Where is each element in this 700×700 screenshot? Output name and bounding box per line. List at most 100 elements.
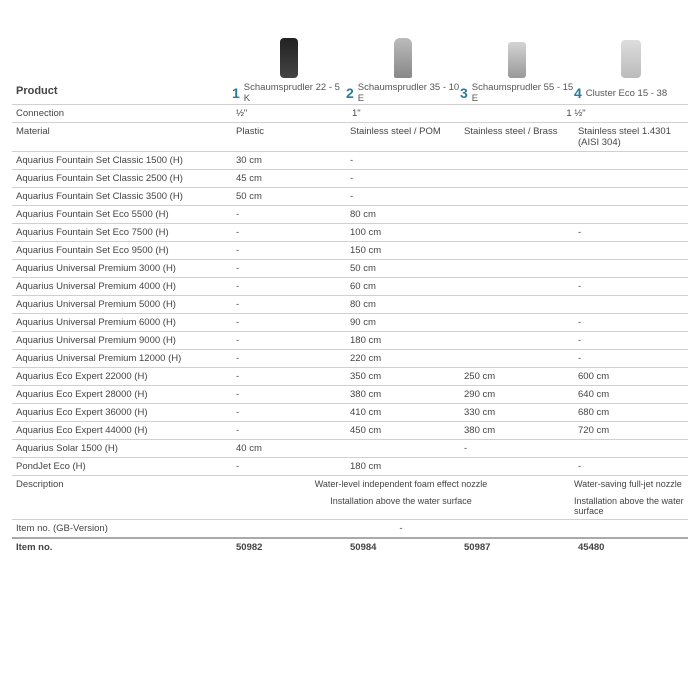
row-cell [460,242,574,259]
table-row: PondJet Eco (H)-180 cm- [12,458,688,476]
row-cell: 640 cm [574,386,688,403]
row-label: Aquarius Eco Expert 22000 (H) [12,368,232,385]
item-gb-label: Item no. (GB-Version) [12,520,232,537]
row-label: Aquarius Universal Premium 5000 (H) [12,296,232,313]
row-cell: - [346,152,460,169]
row-cell: 380 cm [460,422,574,439]
row-cell: 450 cm [346,422,460,439]
row-cell: 90 cm [346,314,460,331]
table-row: Aquarius Fountain Set Eco 7500 (H)-100 c… [12,224,688,242]
row-cell [574,152,688,169]
row-cell [460,278,574,295]
row-label: Aquarius Fountain Set Eco 9500 (H) [12,242,232,259]
row-cell [574,260,688,277]
table-row: Aquarius Fountain Set Classic 2500 (H)45… [12,170,688,188]
row-label: Aquarius Fountain Set Eco 7500 (H) [12,224,232,241]
row-cell: 290 cm [460,386,574,403]
connection-row: Connection ½" 1" 1 ½" [12,105,688,123]
item-gb-value: - [232,520,570,537]
table-row: Aquarius Fountain Set Classic 1500 (H)30… [12,152,688,170]
row-label: Aquarius Universal Premium 9000 (H) [12,332,232,349]
product-header-2: 2Schaumsprudler 35 - 10 E [346,82,460,104]
table-row: Aquarius Eco Expert 36000 (H)-410 cm330 … [12,404,688,422]
row-cell [574,440,688,457]
row-cell [460,350,574,367]
material-4: Stainless steel 1.4301 (AISI 304) [574,123,688,151]
row-cell: 40 cm [232,440,346,457]
row-cell: - [574,224,688,241]
item-no-2: 50984 [346,539,460,556]
connection-label: Connection [12,105,232,122]
row-cell [460,224,574,241]
table-row: Aquarius Universal Premium 4000 (H)-60 c… [12,278,688,296]
row-cell: 330 cm [460,404,574,421]
description-row-1: Description Water-level independent foam… [12,476,688,493]
row-label: Aquarius Universal Premium 6000 (H) [12,314,232,331]
row-cell: 350 cm [346,368,460,385]
row-label: Aquarius Solar 1500 (H) [12,440,232,457]
desc-line1-col4: Water-saving full-jet nozzle [570,476,688,493]
product-header-3: 3Schaumsprudler 55 - 15 E [460,82,574,104]
row-cell: 180 cm [346,458,460,475]
row-cell: - [232,242,346,259]
product-image-2 [346,18,460,78]
row-cell: 50 cm [232,188,346,205]
product-label: Product [12,82,232,104]
row-cell: - [460,440,574,457]
row-label: Aquarius Fountain Set Classic 3500 (H) [12,188,232,205]
connection-3-4: 1 ½" [464,105,688,122]
item-no-3: 50987 [460,539,574,556]
table-row: Aquarius Solar 1500 (H)40 cm - [12,440,688,458]
row-cell [574,188,688,205]
row-cell: - [232,260,346,277]
row-cell [574,296,688,313]
row-cell: - [574,350,688,367]
table-row: Aquarius Eco Expert 28000 (H)-380 cm290 … [12,386,688,404]
row-label: Aquarius Eco Expert 36000 (H) [12,404,232,421]
row-cell: - [346,188,460,205]
row-label: Aquarius Eco Expert 44000 (H) [12,422,232,439]
row-cell [460,188,574,205]
header-images-row [12,18,688,78]
table-row: Aquarius Eco Expert 44000 (H)-450 cm380 … [12,422,688,440]
material-2: Stainless steel / POM [346,123,460,151]
row-cell [460,332,574,349]
row-label: Aquarius Fountain Set Eco 5500 (H) [12,206,232,223]
row-cell: 80 cm [346,206,460,223]
row-cell [460,296,574,313]
item-no-1: 50982 [232,539,346,556]
table-row: Aquarius Universal Premium 6000 (H)-90 c… [12,314,688,332]
row-label: Aquarius Fountain Set Classic 1500 (H) [12,152,232,169]
row-label: Aquarius Eco Expert 28000 (H) [12,386,232,403]
desc-line1-span: Water-level independent foam effect nozz… [232,476,570,493]
row-cell [574,206,688,223]
material-label: Material [12,123,232,151]
row-label: Aquarius Fountain Set Classic 2500 (H) [12,170,232,187]
connection-1: ½" [232,105,348,122]
row-cell: - [232,386,346,403]
row-cell [460,458,574,475]
material-1: Plastic [232,123,346,151]
product-header-row: Product 1Schaumsprudler 22 - 5 K 2Schaum… [12,82,688,105]
table-row: Aquarius Eco Expert 22000 (H)-350 cm250 … [12,368,688,386]
row-cell [574,242,688,259]
desc-line2-span: Installation above the water surface [232,493,570,519]
row-cell: 50 cm [346,260,460,277]
material-3: Stainless steel / Brass [460,123,574,151]
description-label: Description [12,476,232,493]
row-cell: 600 cm [574,368,688,385]
row-label: Aquarius Universal Premium 12000 (H) [12,350,232,367]
row-cell: 180 cm [346,332,460,349]
row-cell: - [346,170,460,187]
table-row: Aquarius Universal Premium 3000 (H)-50 c… [12,260,688,278]
item-no-4: 45480 [574,539,688,556]
row-cell [574,170,688,187]
row-cell: - [232,350,346,367]
row-cell: 150 cm [346,242,460,259]
row-cell [460,260,574,277]
row-cell: - [232,314,346,331]
row-cell: 220 cm [346,350,460,367]
row-cell [460,314,574,331]
row-cell: 60 cm [346,278,460,295]
row-cell: - [232,278,346,295]
